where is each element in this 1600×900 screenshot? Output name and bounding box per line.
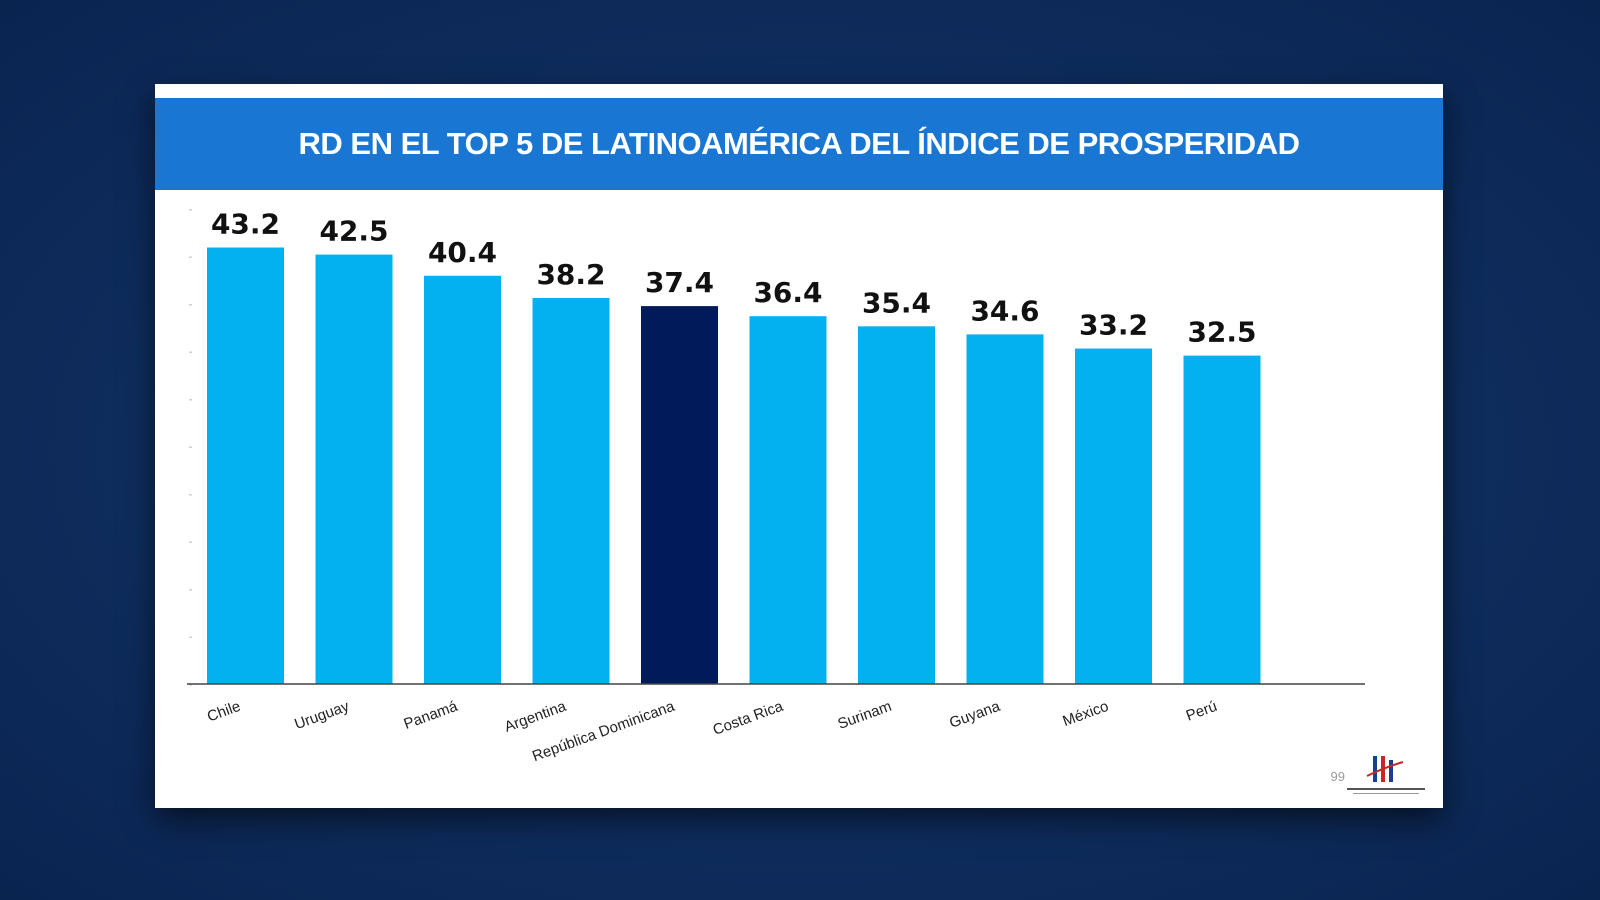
data-label: 38.2 [536, 258, 605, 291]
y-tick-mark [189, 304, 192, 306]
bar-costa-rica [749, 316, 827, 684]
data-label: 34.6 [970, 294, 1039, 327]
bar-surinam [858, 326, 935, 684]
y-tick-mark [189, 446, 192, 448]
page-number: 99 [1330, 769, 1345, 784]
y-tick-mark [189, 636, 192, 638]
bar-argentina [532, 298, 610, 684]
bar-uruguay [315, 254, 393, 684]
y-tick-mark [189, 209, 192, 211]
y-tick-mark [189, 494, 192, 496]
x-tick-label: Chile [205, 698, 243, 726]
x-tick-label: Perú [1184, 698, 1220, 725]
x-tick-label: Guyana [947, 698, 1003, 732]
x-tick-label: Panamá [402, 698, 461, 733]
y-tick-mark [189, 399, 192, 401]
bar-chart: 43.2 Chile 42.5 Uruguay 40.4 Panamá 38.2 Argent… [187, 208, 1365, 765]
y-tick-mark [189, 541, 192, 543]
data-label: 36.4 [753, 276, 822, 309]
x-tick-label: Argentina [502, 698, 569, 736]
bar-guyana [966, 334, 1044, 684]
slide: RD EN EL TOP 5 DE LATINOAMÉRICA DEL ÍNDI… [155, 84, 1443, 808]
x-tick-label: Uruguay [292, 698, 352, 734]
bar-m-xico [1075, 348, 1152, 684]
data-label: 40.4 [428, 236, 497, 269]
y-tick-mark [189, 256, 192, 258]
x-tick-label: Surinam [836, 698, 894, 733]
y-tick-mark [189, 351, 192, 353]
bar-rep-blica-dominicana [641, 306, 718, 684]
data-label: 35.4 [862, 286, 931, 319]
slide-title: RD EN EL TOP 5 DE LATINOAMÉRICA DEL ÍNDI… [298, 126, 1300, 161]
data-label: 33.2 [1079, 309, 1148, 342]
x-tick-label: México [1060, 698, 1110, 730]
title-band: RD EN EL TOP 5 DE LATINOAMÉRICA DEL ÍNDI… [155, 98, 1443, 190]
data-label: 37.4 [645, 266, 714, 299]
bar-panam- [424, 275, 501, 684]
company-logo-icon [1343, 750, 1429, 798]
bar-per- [1183, 355, 1261, 684]
x-tick-label: Costa Rica [711, 698, 786, 739]
data-label: 42.5 [319, 215, 388, 248]
data-label: 32.5 [1187, 316, 1256, 349]
data-label: 43.2 [211, 208, 280, 241]
y-tick-mark [189, 589, 192, 591]
bar-chile [207, 247, 284, 684]
